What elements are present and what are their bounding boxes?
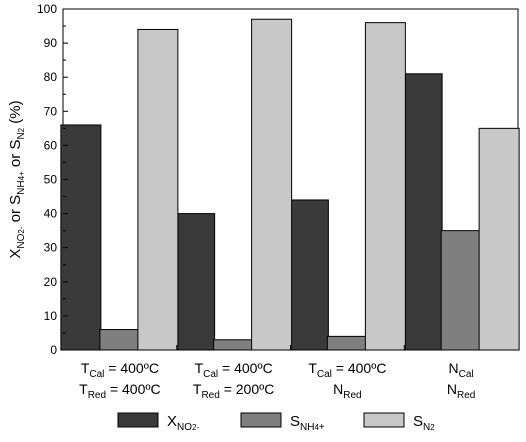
y-axis-label: XNO2- or SNH4+ or SN2 (%) xyxy=(7,100,27,258)
x-category-line: NCal xyxy=(449,360,474,380)
bar-x_no2-4 xyxy=(401,73,443,351)
y-tick-label: 90 xyxy=(44,36,58,50)
legend-item-s_nh4: SNH4+ xyxy=(240,412,325,433)
legend-swatch xyxy=(117,412,159,428)
bar-x_no2-2 xyxy=(174,213,216,351)
legend-swatch xyxy=(363,412,405,428)
y-tick-label: 0 xyxy=(50,343,57,357)
legend-item-s_n2: SN2 xyxy=(363,412,435,433)
y-tick-label: 60 xyxy=(44,138,58,152)
y-tick-label: 10 xyxy=(44,309,58,323)
bar-s_n2-2 xyxy=(251,18,293,351)
bar-x_no2-1 xyxy=(60,124,102,351)
bar-s_n2-1 xyxy=(137,28,179,351)
bar-x_no2-3 xyxy=(287,199,329,351)
legend-label: SN2 xyxy=(413,413,435,433)
y-tick-label: 30 xyxy=(44,241,58,255)
legend-label: SNH4+ xyxy=(290,413,325,433)
x-category-line: TCal = 400ºC xyxy=(308,360,386,380)
x-category-line: NRed xyxy=(447,381,475,401)
bar-s_nh4-3 xyxy=(326,335,368,351)
x-category-line: TCal = 400ºC xyxy=(195,360,273,380)
y-tick-label: 70 xyxy=(44,104,58,118)
legend-label: XNO2- xyxy=(167,413,199,433)
x-category-line: NRed xyxy=(333,381,361,401)
legend: XNO2- SNH4+ SN2 xyxy=(117,412,435,433)
y-tick-label: 100 xyxy=(37,2,57,16)
x-category-line: TRed = 400ºC xyxy=(79,381,160,401)
bar-s_n2-4 xyxy=(478,127,520,351)
y-axis: 0 10 20 30 40 50 60 70 80 90 100 xyxy=(37,2,68,357)
bar-s_nh4-4 xyxy=(440,230,482,351)
y-tick-label: 80 xyxy=(44,70,58,84)
y-tick-label: 20 xyxy=(44,275,58,289)
x-category-line: TCal = 400ºC xyxy=(81,360,159,380)
y-tick-label: 40 xyxy=(44,207,58,221)
legend-item-x_no2: XNO2- xyxy=(117,412,199,433)
y-axis-label-group: XNO2- or SNH4+ or SN2 (%) xyxy=(7,100,27,258)
bar-s_nh4-1 xyxy=(99,329,141,351)
bar-s_n2-3 xyxy=(364,22,406,351)
bar-s_nh4-2 xyxy=(213,339,255,351)
x-category-line: TRed = 200ºC xyxy=(193,381,274,401)
legend-swatch xyxy=(240,412,282,428)
y-tick-label: 50 xyxy=(44,173,58,187)
bars-group xyxy=(60,18,520,351)
